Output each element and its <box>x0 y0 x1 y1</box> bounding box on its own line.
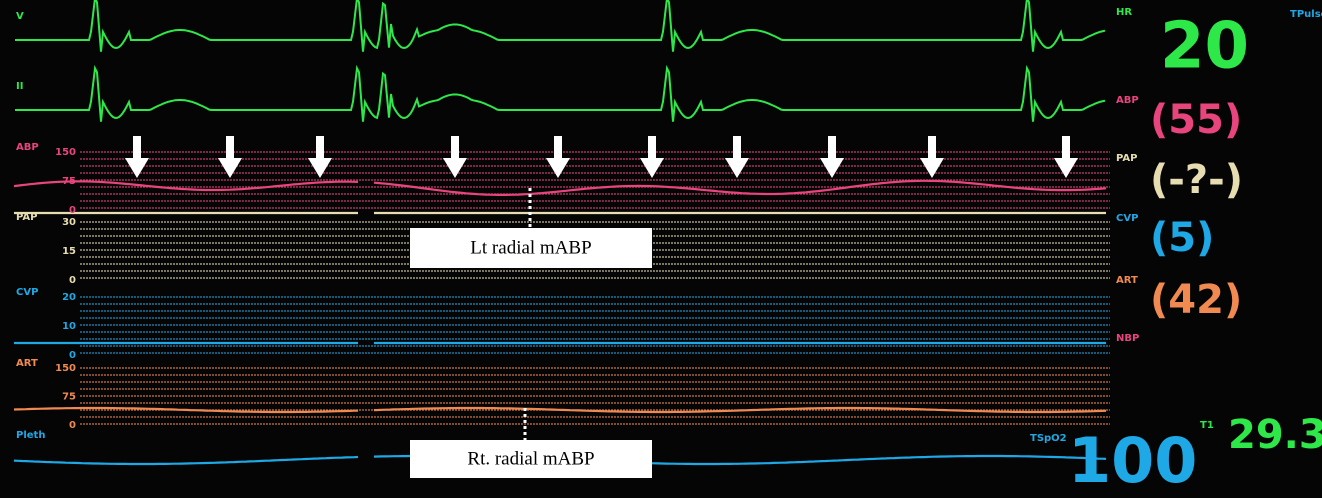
arrow <box>1054 136 1078 178</box>
waveforms <box>13 0 1107 466</box>
trace-label: V <box>16 11 24 22</box>
spo2-value: 100 <box>1068 424 1197 497</box>
arrow <box>218 136 242 178</box>
channel-wave <box>13 179 1107 196</box>
scale-label: 0 <box>69 350 76 361</box>
scale-label: 75 <box>62 176 76 187</box>
parameter-value: 20 <box>1160 10 1249 84</box>
scale-label: 150 <box>55 147 76 158</box>
parameter-label: NBP <box>1116 333 1139 344</box>
channel-label: ABP <box>16 142 39 153</box>
ecg-trace <box>15 0 1106 52</box>
parameter-value: (5) <box>1150 215 1214 261</box>
parameter-value: (42) <box>1150 277 1242 323</box>
annotation-box <box>410 440 652 478</box>
ecg-trace <box>15 64 1106 122</box>
channel-label: Pleth <box>16 430 45 441</box>
annotation-text: Lt radial mABP <box>470 237 591 258</box>
arrow <box>443 136 467 178</box>
annotation-box <box>410 228 652 268</box>
arrow <box>920 136 944 178</box>
annotation-text: Rt. radial mABP <box>467 448 594 469</box>
arrow <box>725 136 749 178</box>
temperature-label: T1 <box>1200 420 1214 431</box>
scale-label: 150 <box>55 363 76 374</box>
scale-label: 15 <box>62 246 76 257</box>
channel-label: ART <box>16 358 38 369</box>
channel-wave <box>13 406 1107 414</box>
parameter-label: ART <box>1116 275 1138 286</box>
trace-label: II <box>16 81 23 92</box>
parameter-value: (55) <box>1150 97 1242 143</box>
parameter-label: PAP <box>1116 153 1137 164</box>
arrow <box>546 136 570 178</box>
scale-label: 75 <box>62 392 76 403</box>
channel-label: CVP <box>16 287 38 298</box>
scale-label: 0 <box>69 205 76 216</box>
arrow <box>820 136 844 178</box>
scale-label: 0 <box>69 275 76 286</box>
scale-label: 10 <box>62 321 76 332</box>
arrows <box>125 136 1078 178</box>
channel-label: PAP <box>16 212 37 223</box>
parameter-label: ABP <box>1116 95 1139 106</box>
parameter-value: (-?-) <box>1150 157 1243 203</box>
pulse-label: TPulse <box>1290 9 1322 20</box>
arrow <box>125 136 149 178</box>
parameter-label: CVP <box>1116 213 1138 224</box>
scale-label: 20 <box>62 292 76 303</box>
arrow <box>640 136 664 178</box>
temperature-value: 29.3 <box>1228 412 1322 458</box>
parameter-label: HR <box>1116 7 1132 18</box>
scale-label: 0 <box>69 420 76 431</box>
arrow <box>308 136 332 178</box>
scale-label: 30 <box>62 217 76 228</box>
spo2-label: TSpO2 <box>1030 433 1067 444</box>
